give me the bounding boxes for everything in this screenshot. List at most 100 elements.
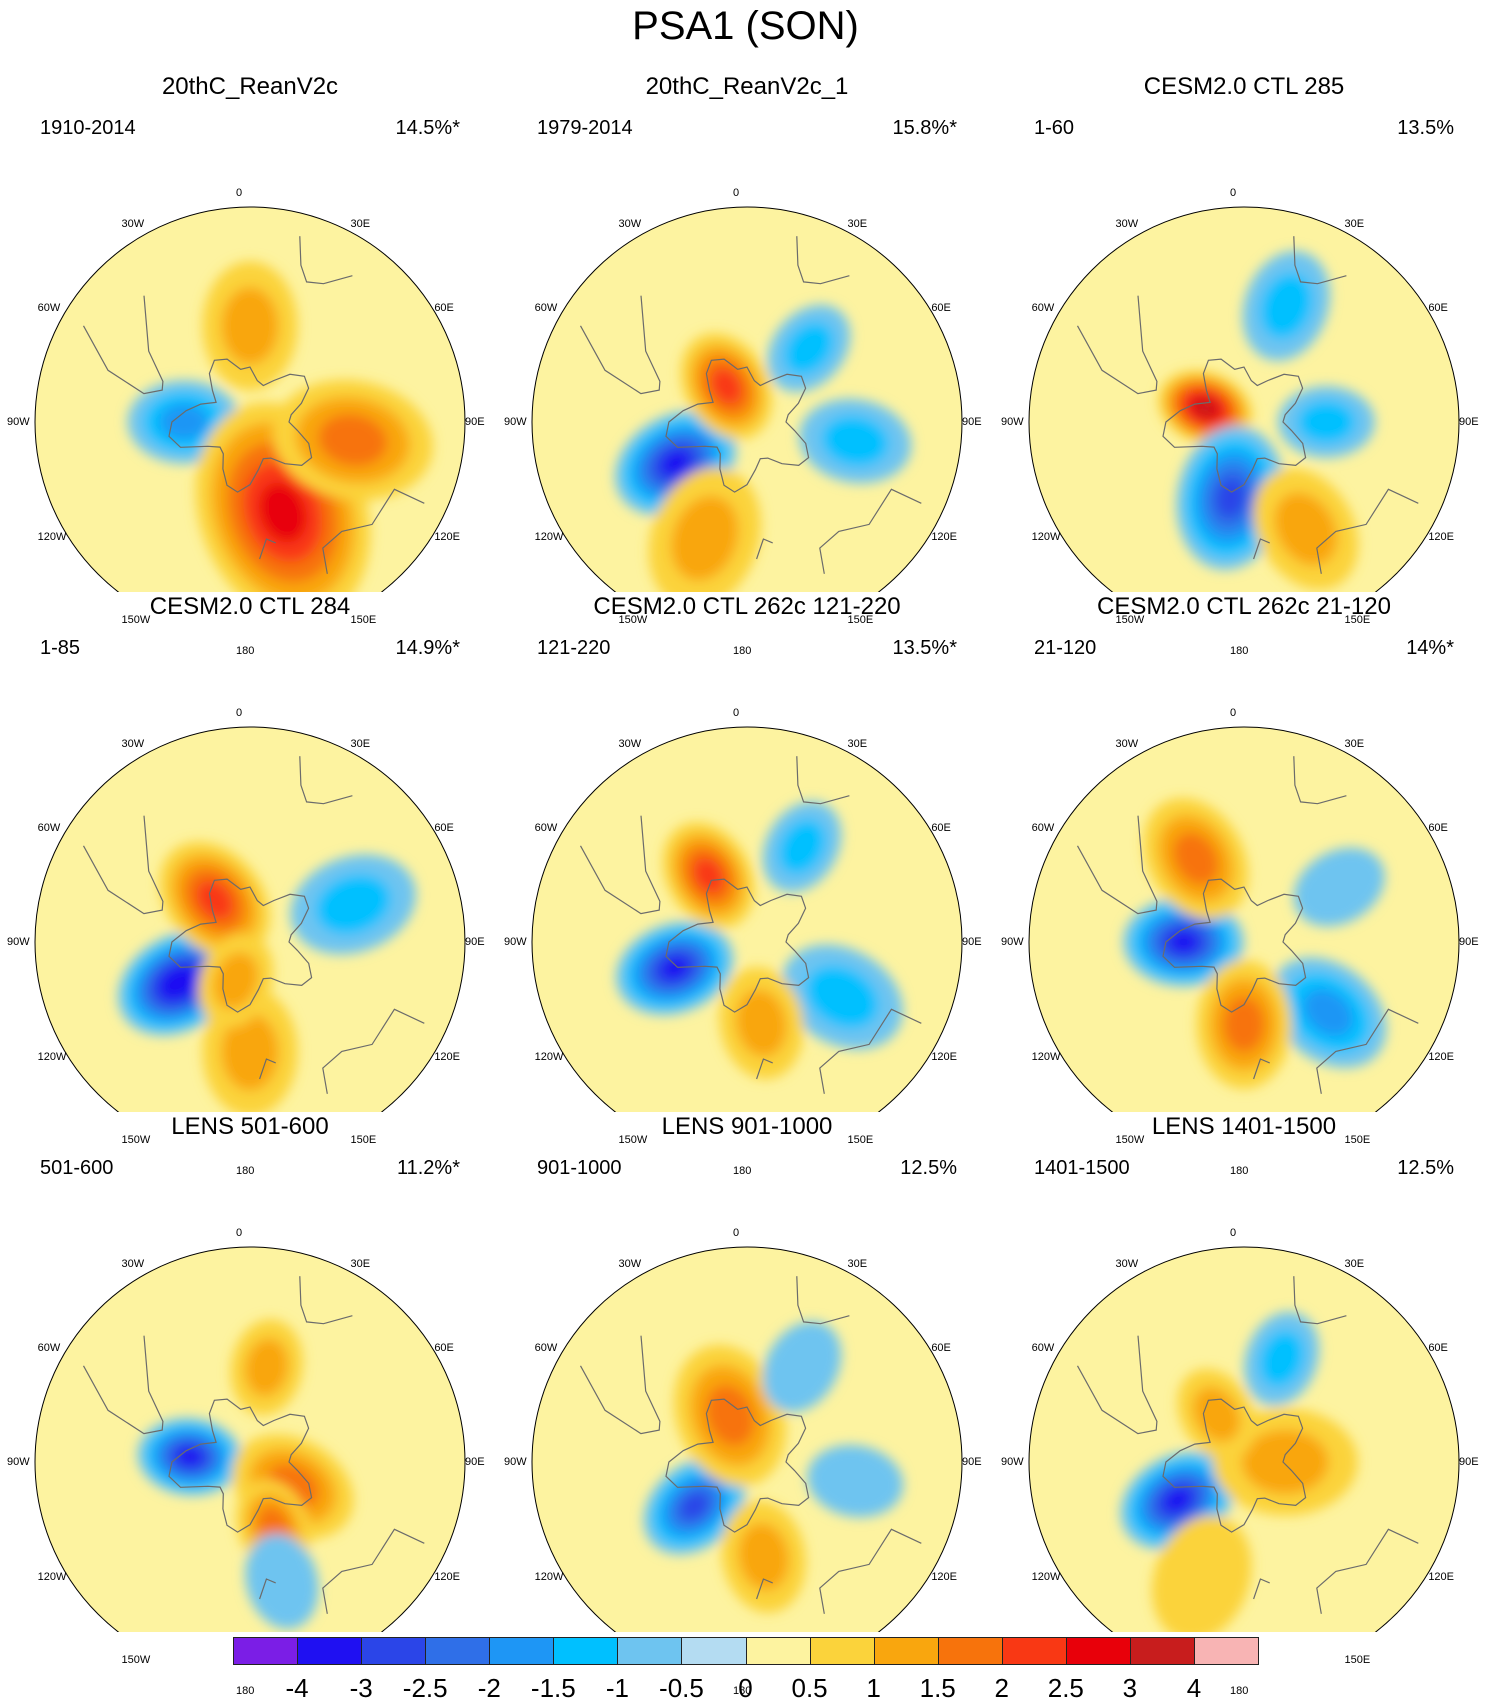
longitude-label: 60E	[1428, 301, 1448, 314]
anomaly-contour	[1173, 832, 1219, 885]
map-panel: LENS 501-600 501-600 11.2%* 0 30E 60E 90E 120E 1…	[0, 1112, 500, 1697]
anomaly-contour	[1241, 1429, 1329, 1495]
longitude-label: 30E	[350, 1257, 371, 1270]
coastline	[1316, 1008, 1419, 1094]
colorbar-tick-label: 1	[866, 1673, 881, 1703]
coastline	[322, 1008, 425, 1094]
panel-variance: 13.5%	[1397, 117, 1454, 139]
polar-map	[34, 206, 466, 592]
coastline	[1076, 1335, 1158, 1435]
polar-map	[1028, 726, 1460, 1112]
longitude-label: 60E	[434, 301, 454, 314]
coastline	[579, 815, 661, 915]
colorbar-tick-label: 2	[994, 1673, 1009, 1703]
longitude-label: 60E	[931, 301, 951, 314]
panel-period: 901-1000	[537, 1157, 622, 1179]
longitude-label: 30E	[847, 737, 868, 750]
colorbar-tick-label: 0	[738, 1673, 753, 1703]
map-panel: CESM2.0 CTL 262c 21-120 21-120 14%* 0 30E 60E…	[994, 592, 1491, 1177]
colorbar-swatch	[233, 1637, 299, 1665]
coastline	[796, 236, 850, 285]
longitude-label: 30W	[618, 1257, 642, 1270]
anomaly-contour	[166, 972, 191, 994]
longitude-label: 60E	[434, 1341, 454, 1354]
coastline	[299, 756, 353, 805]
coastline-antarctica	[665, 1398, 810, 1533]
panel-title: LENS 901-1000	[661, 1113, 833, 1140]
anomaly-contour	[159, 404, 209, 440]
anomaly-contour	[318, 414, 388, 466]
map-boundary	[531, 206, 963, 592]
longitude-label: 60E	[434, 821, 454, 834]
longitude-label: 120W	[1031, 530, 1061, 543]
longitude-label: 120W	[37, 1570, 67, 1583]
colorbar-tick-label: -3	[349, 1673, 373, 1703]
panel-title: CESM2.0 CTL 262c 21-120	[1097, 593, 1391, 620]
colorbar-tick-label: -1	[605, 1673, 629, 1703]
panel-variance: 13.5%*	[892, 637, 958, 659]
longitude-label: 30W	[121, 737, 145, 750]
colorbar-swatch	[681, 1637, 747, 1665]
longitude-label: 60W	[534, 821, 558, 834]
panel-variance: 14.5%*	[395, 117, 461, 139]
map-panel: LENS 1401-1500 1401-1500 12.5% 0 30E 60E 90E 12…	[994, 1112, 1491, 1697]
panel-title: CESM2.0 CTL 284	[149, 593, 351, 620]
longitude-label: 150E	[350, 614, 377, 627]
panel-period: 501-600	[40, 1157, 114, 1179]
colorbar-tick-label: -4	[285, 1673, 309, 1703]
longitude-label: 150W	[1115, 614, 1145, 627]
panel-period: 1-60	[1034, 117, 1075, 139]
longitude-label: 60W	[37, 821, 61, 834]
longitude-label: 180	[733, 1165, 752, 1177]
coastline	[1253, 538, 1270, 560]
coastline	[82, 815, 164, 915]
longitude-label: 60W	[37, 1341, 61, 1354]
anomaly-contour	[245, 1533, 319, 1629]
longitude-label: 150E	[1344, 614, 1371, 627]
coastline-antarctica	[665, 358, 810, 493]
anomaly-contour	[661, 957, 689, 980]
coastline	[819, 488, 922, 574]
anomaly-contour	[315, 874, 391, 935]
coastline	[259, 1058, 276, 1080]
longitude-label: 120W	[37, 1050, 67, 1063]
coastline	[579, 295, 661, 395]
longitude-label: 30E	[350, 737, 371, 750]
longitude-label: 150W	[121, 1134, 151, 1147]
longitude-label: 150E	[350, 1134, 377, 1147]
longitude-label: 180	[1230, 645, 1249, 657]
longitude-label: 90E	[1459, 416, 1479, 428]
colorbar-swatch	[553, 1637, 619, 1665]
longitude-label: 30W	[618, 737, 642, 750]
colorbar-tick-label: 2.5	[1047, 1673, 1084, 1703]
longitude-label: 90W	[7, 936, 30, 948]
coastline	[756, 1578, 773, 1600]
longitude-label: 30E	[1344, 737, 1365, 750]
anomaly-contour	[221, 1013, 279, 1091]
colorbar-tick-label: 1.5	[919, 1673, 956, 1703]
panel-variance: 14.9%*	[395, 637, 461, 659]
anomaly-contour	[1259, 1330, 1305, 1387]
coastline	[299, 1276, 353, 1325]
longitude-label: 0	[236, 187, 243, 199]
colorbar-swatch	[1129, 1637, 1195, 1665]
longitude-label: 30W	[1115, 217, 1139, 230]
map-panel: 20thC_ReanV2c 1910-2014 14.5%* 0 30E 60E 90E 12…	[0, 72, 500, 657]
longitude-label: 150E	[1344, 1654, 1371, 1667]
map-boundary	[531, 726, 963, 1112]
coastline-antarctica	[168, 878, 313, 1013]
colorbar-swatch	[361, 1637, 427, 1665]
figure-title: PSA1 (SON)	[632, 4, 859, 48]
longitude-label: 30W	[121, 217, 145, 230]
colorbar-swatch	[489, 1637, 555, 1665]
longitude-label: 60E	[931, 821, 951, 834]
panel-title: CESM2.0 CTL 262c 121-220	[593, 593, 901, 620]
map-panel: CESM2.0 CTL 262c 121-220 121-220 13.5%* 0 30…	[497, 592, 997, 1177]
longitude-label: 60W	[534, 301, 558, 314]
colorbar-tick-label: -2.5	[402, 1673, 448, 1703]
colorbar-swatch	[1001, 1637, 1067, 1665]
coastline	[322, 1528, 425, 1614]
longitude-label: 30W	[121, 1257, 145, 1270]
longitude-label: 120W	[1031, 1050, 1061, 1063]
longitude-label: 60W	[1031, 821, 1055, 834]
